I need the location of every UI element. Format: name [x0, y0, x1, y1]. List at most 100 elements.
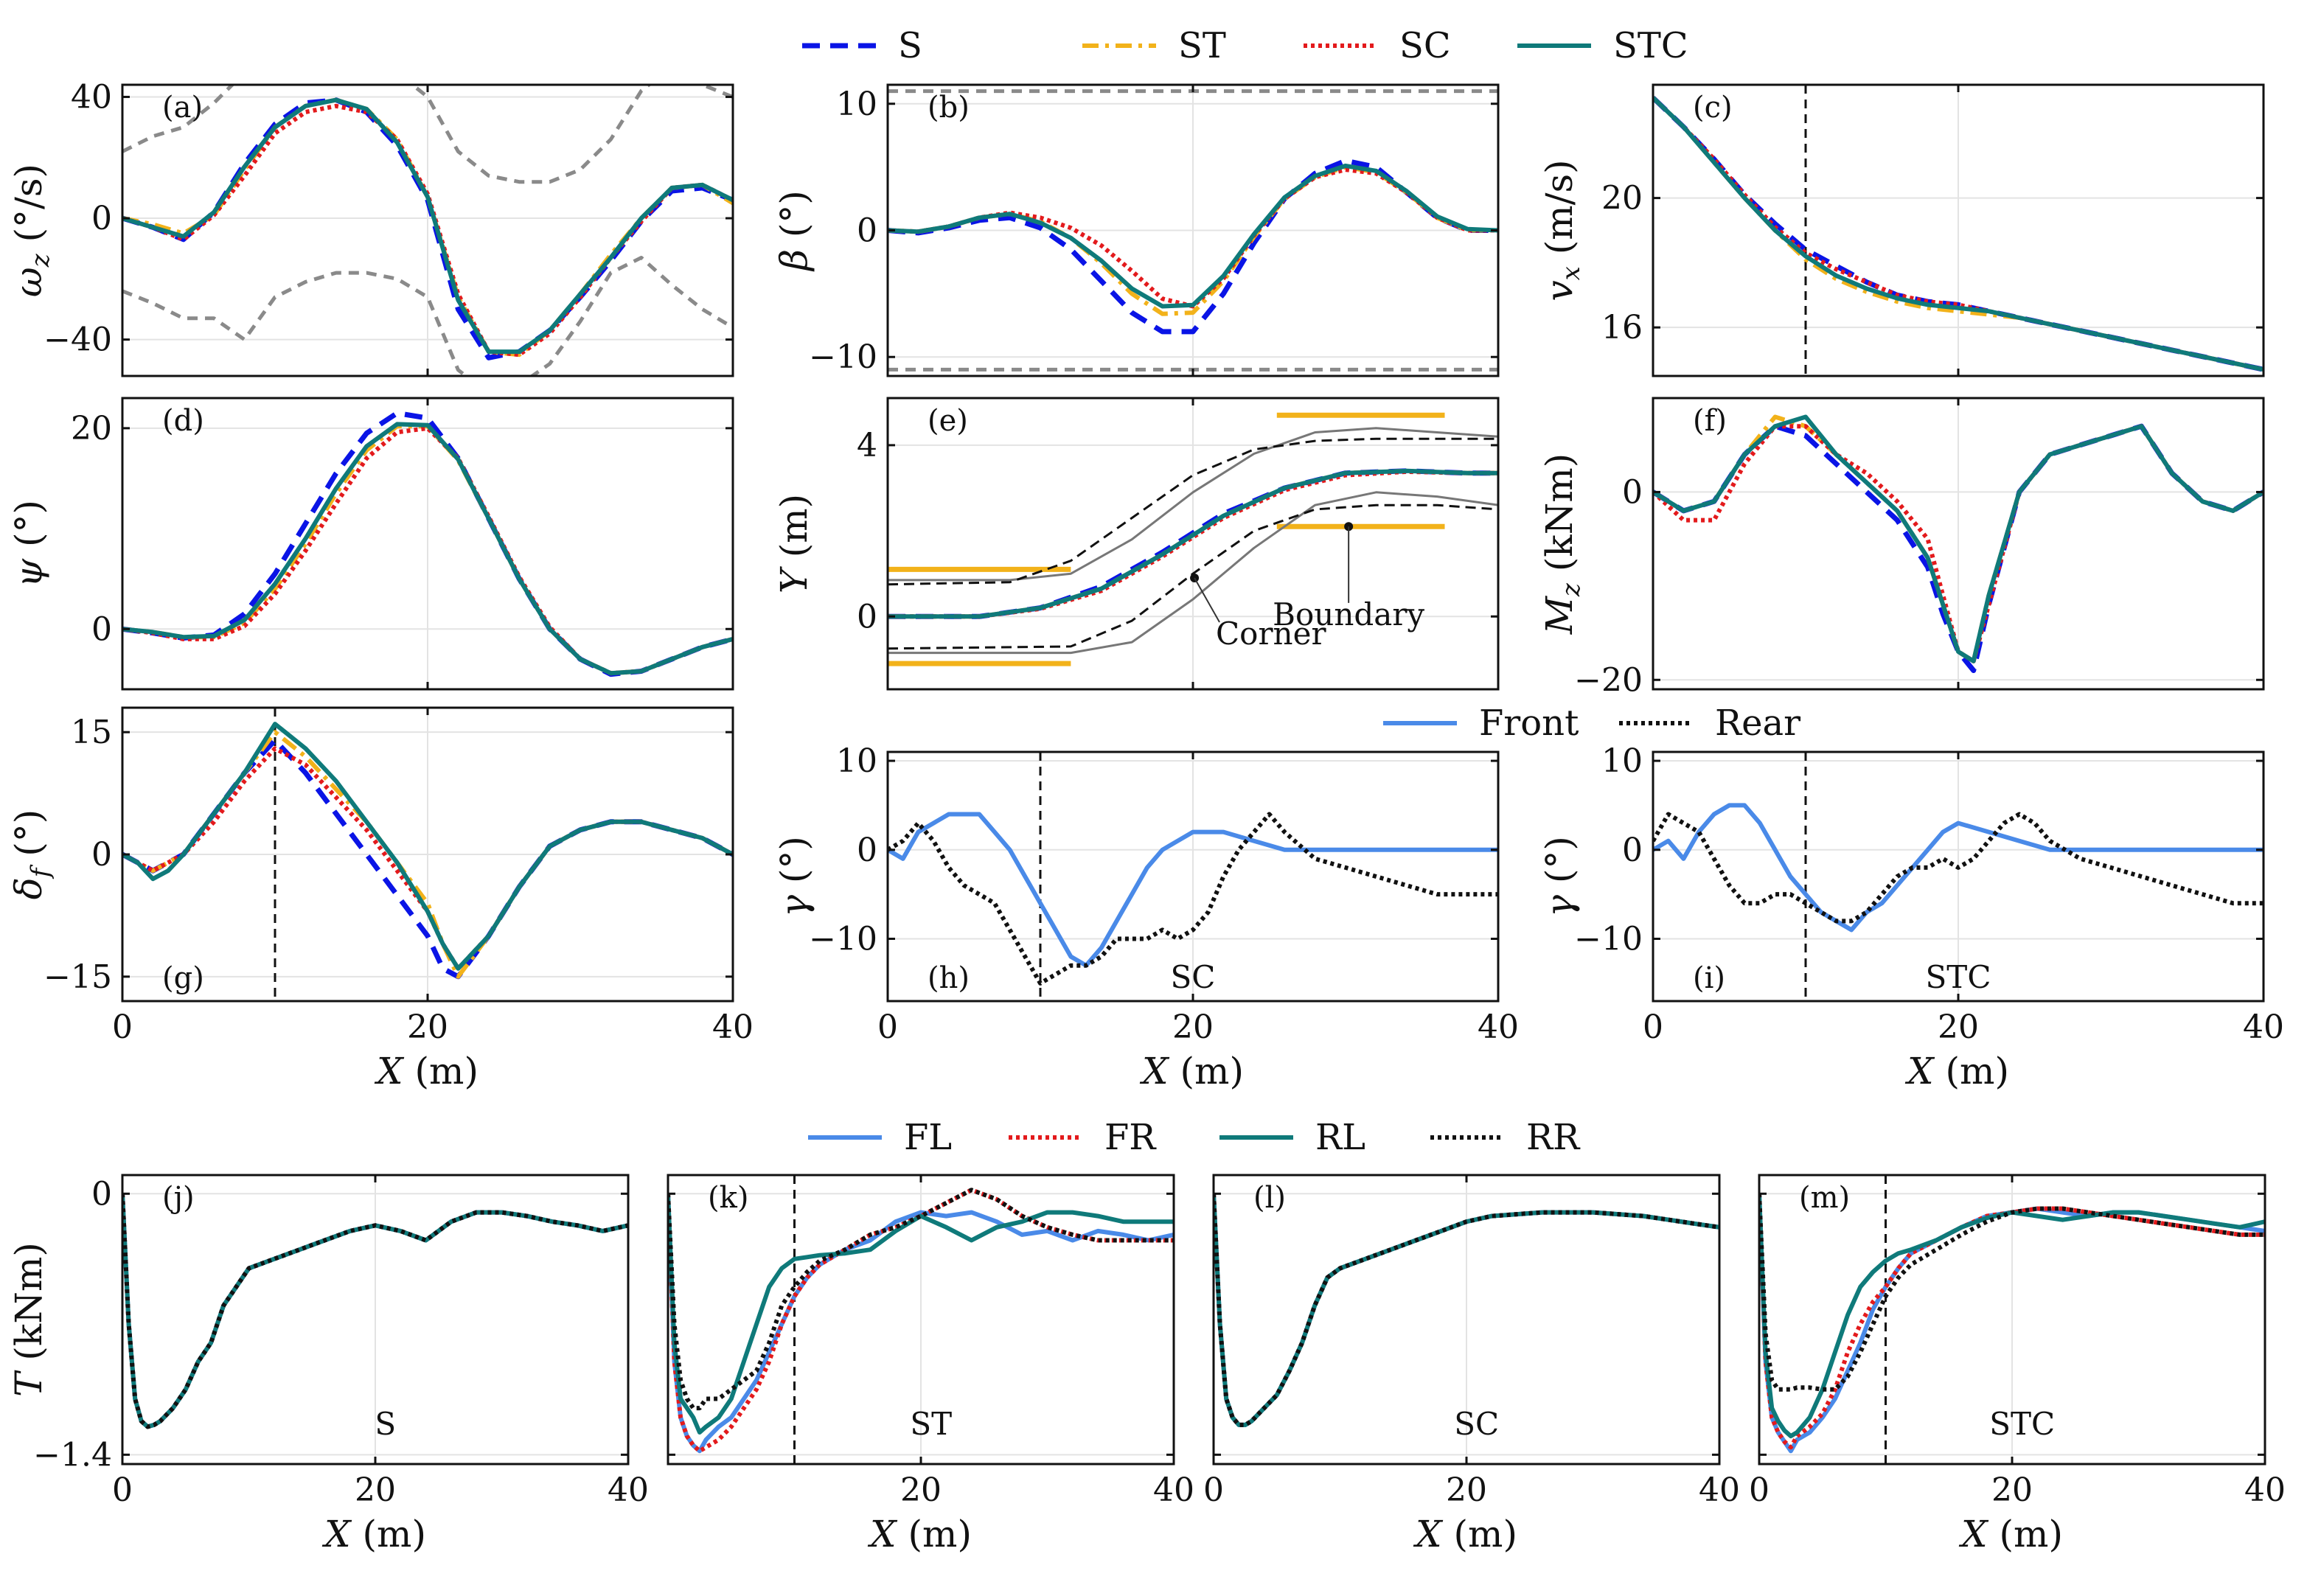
y-axis-label-unit: (°) — [7, 809, 50, 868]
x-tick-label: 40 — [712, 1008, 754, 1046]
x-axis-label: X (m) — [321, 1513, 426, 1555]
legend-label-S: S — [898, 25, 922, 66]
y-axis-label-var: ψ — [7, 558, 50, 588]
x-axis-label: X (m) — [1139, 1050, 1244, 1093]
x-tick-label: 20 — [1446, 1471, 1487, 1509]
x-tick-label: 0 — [1643, 1008, 1663, 1046]
y-tick-label: 0 — [1622, 473, 1643, 511]
series-bound-upper — [122, 85, 733, 184]
series-Front — [1653, 803, 2263, 933]
y-tick-label: 40 — [71, 78, 112, 116]
panel-tag: (a) — [162, 91, 203, 125]
legend-top: S ST SC STC — [802, 25, 1688, 66]
panel-g: 150−150 20 40X (m)δf (°)(g) — [7, 706, 754, 1093]
panel-f: 0 −20 Mz (kNm) (f) — [1538, 397, 2265, 699]
plot-area — [1759, 1175, 2265, 1464]
series-lane-outer-up — [888, 427, 1498, 582]
x-axis-label-unit: (m) — [1442, 1513, 1517, 1555]
y-tick-label: 15 — [71, 714, 112, 751]
y-axis-label-sub: z — [1556, 582, 1586, 597]
x-tick-label: 20 — [1172, 1008, 1214, 1046]
x-tick-label: 40 — [608, 1471, 649, 1509]
y-axis-label: Y (m) — [773, 494, 815, 593]
y-tick-label: 0 — [857, 598, 877, 635]
y-axis-label-var: β — [773, 249, 815, 272]
y-tick-label: 4 — [857, 427, 877, 464]
x-axis-label: X (m) — [867, 1513, 972, 1555]
case-label: S — [375, 1406, 396, 1442]
x-tick-label: 40 — [1478, 1008, 1519, 1046]
y-axis-label: γ (°) — [773, 836, 815, 917]
x-axis-label-var: X — [374, 1050, 405, 1093]
y-axis-label: γ (°) — [1538, 836, 1581, 917]
plot-area — [1653, 414, 2263, 673]
series-STC — [888, 163, 1498, 309]
annotation-label: Corner — [1216, 616, 1326, 652]
y-axis-label-var: ω — [7, 267, 50, 297]
y-axis-label-unit: (kNm) — [7, 1242, 50, 1372]
x-axis-label-unit: (m) — [403, 1050, 479, 1093]
series-S — [888, 158, 1498, 335]
y-axis-label-unit: (°) — [773, 190, 815, 249]
x-tick-label: 0 — [877, 1008, 898, 1046]
y-axis-label: vx (m/s) — [1538, 159, 1586, 301]
series-RR — [668, 1188, 1174, 1411]
y-axis-label-unit: (°) — [1538, 836, 1581, 895]
legend-label-ST: ST — [1178, 25, 1226, 66]
x-tick-label: 20 — [1991, 1471, 2033, 1509]
x-axis-label-var: X — [321, 1513, 352, 1555]
legend-label-FR: FR — [1104, 1117, 1157, 1158]
panel-i: 10 0 −10 0 20 40 X (m) γ (°) (i) STC — [1538, 742, 2284, 1093]
x-axis-label-var: X — [1958, 1513, 1989, 1555]
y-axis-label-var: M — [1538, 595, 1581, 635]
y-axis-label-var: v — [1538, 280, 1581, 301]
y-axis-label-unit: (°/s) — [7, 164, 50, 254]
series-RR — [1214, 1193, 1719, 1427]
panel-tag: (i) — [1693, 961, 1725, 995]
x-tick-label: 20 — [1938, 1008, 1979, 1046]
y-tick-label: −10 — [809, 921, 877, 958]
plot-area — [122, 1193, 628, 1429]
y-tick-label: 20 — [1601, 180, 1643, 217]
y-tick-label: 0 — [91, 1175, 112, 1213]
legend-label-RR: RR — [1526, 1117, 1581, 1158]
legend-bottom: FL FR RL RR — [808, 1117, 1581, 1158]
case-label: STC — [1989, 1406, 2055, 1442]
panel-tag: (g) — [162, 961, 204, 995]
y-axis-label-sub: x — [1556, 266, 1586, 280]
legend-mid: Front Rear — [1383, 703, 1800, 744]
legend-label-Rear: Rear — [1715, 703, 1800, 744]
series-FR — [668, 1188, 1174, 1454]
panel-h: 10 0 −10 0 20 40 X (m) γ (°) (h) SC — [773, 742, 1519, 1093]
y-axis-label-var: γ — [1538, 895, 1581, 917]
series-Front — [888, 812, 1498, 968]
plot-area — [122, 85, 733, 376]
plot-area — [1653, 85, 2263, 376]
x-axis-label: X (m) — [1958, 1513, 2063, 1555]
series-RR — [122, 1193, 628, 1429]
series-STC — [122, 422, 733, 676]
x-tick-label: 0 — [1749, 1471, 1770, 1509]
panel-tag: (b) — [928, 91, 970, 125]
y-tick-label: 16 — [1601, 309, 1643, 346]
x-tick-label: 0 — [112, 1471, 133, 1509]
y-tick-label: 0 — [1622, 832, 1643, 869]
series-STC — [122, 722, 733, 971]
x-tick-label: 20 — [407, 1008, 448, 1046]
y-axis-label: β (°) — [773, 190, 815, 272]
plot-area — [122, 708, 733, 1001]
panel-c: 20 16 vx (m/s) (c) — [1538, 83, 2265, 377]
case-label: SC — [1454, 1406, 1499, 1442]
y-tick-label: −10 — [809, 338, 877, 376]
series-Rear — [888, 812, 1498, 986]
series-STC — [888, 468, 1498, 619]
y-tick-label: 0 — [91, 836, 112, 874]
y-tick-label: 10 — [836, 742, 877, 780]
series-lane-dash-up — [888, 437, 1498, 586]
case-label: STC — [1926, 959, 1991, 995]
series-Rear — [1653, 812, 2263, 924]
y-tick-label: −20 — [1574, 661, 1643, 699]
y-tick-label: 10 — [1601, 742, 1643, 780]
